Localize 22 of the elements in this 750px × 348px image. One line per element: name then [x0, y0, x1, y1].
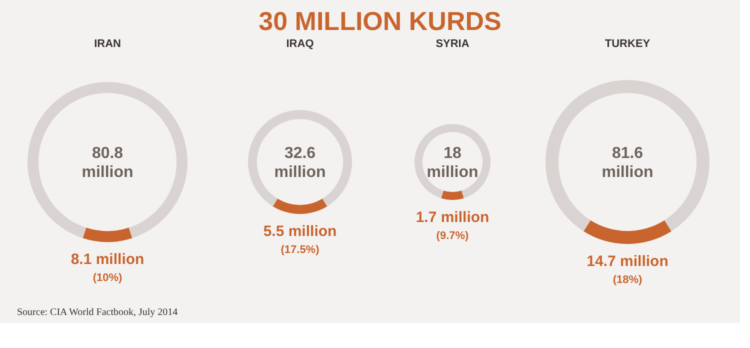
data-label: 1.7 million (9.7%)	[416, 209, 490, 242]
source-note: Source: CIA World Factbook, July 2014	[17, 307, 178, 318]
donut-slice	[414, 124, 490, 198]
chart-title: TURKEY	[604, 38, 651, 50]
chart-title: IRAQ	[286, 38, 314, 50]
donut-slice	[441, 190, 464, 200]
donut-slice	[546, 80, 710, 232]
chart-title: SYRIA	[436, 38, 470, 50]
donut-slice	[584, 220, 672, 244]
donut-slice	[82, 228, 132, 242]
text: 18 million	[426, 145, 478, 181]
chart-title: IRAN	[94, 38, 121, 50]
text: 32.6 million	[274, 145, 326, 181]
text: 30 MILLION KURDS	[258, 6, 502, 36]
text: 80.8 million	[82, 145, 134, 181]
donut-slice	[248, 110, 352, 206]
donut-slice	[28, 82, 188, 238]
data-label: 5.5 million (17.5%)	[263, 223, 337, 256]
data-label: 8.1 million (10%)	[70, 251, 144, 284]
donut-slice	[272, 198, 328, 214]
data-label: 14.7 million (18%)	[586, 253, 668, 286]
text: 81.6 million	[602, 145, 654, 181]
